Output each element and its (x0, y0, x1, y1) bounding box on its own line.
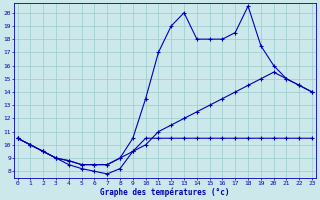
X-axis label: Graphe des températures (°c): Graphe des températures (°c) (100, 187, 229, 197)
